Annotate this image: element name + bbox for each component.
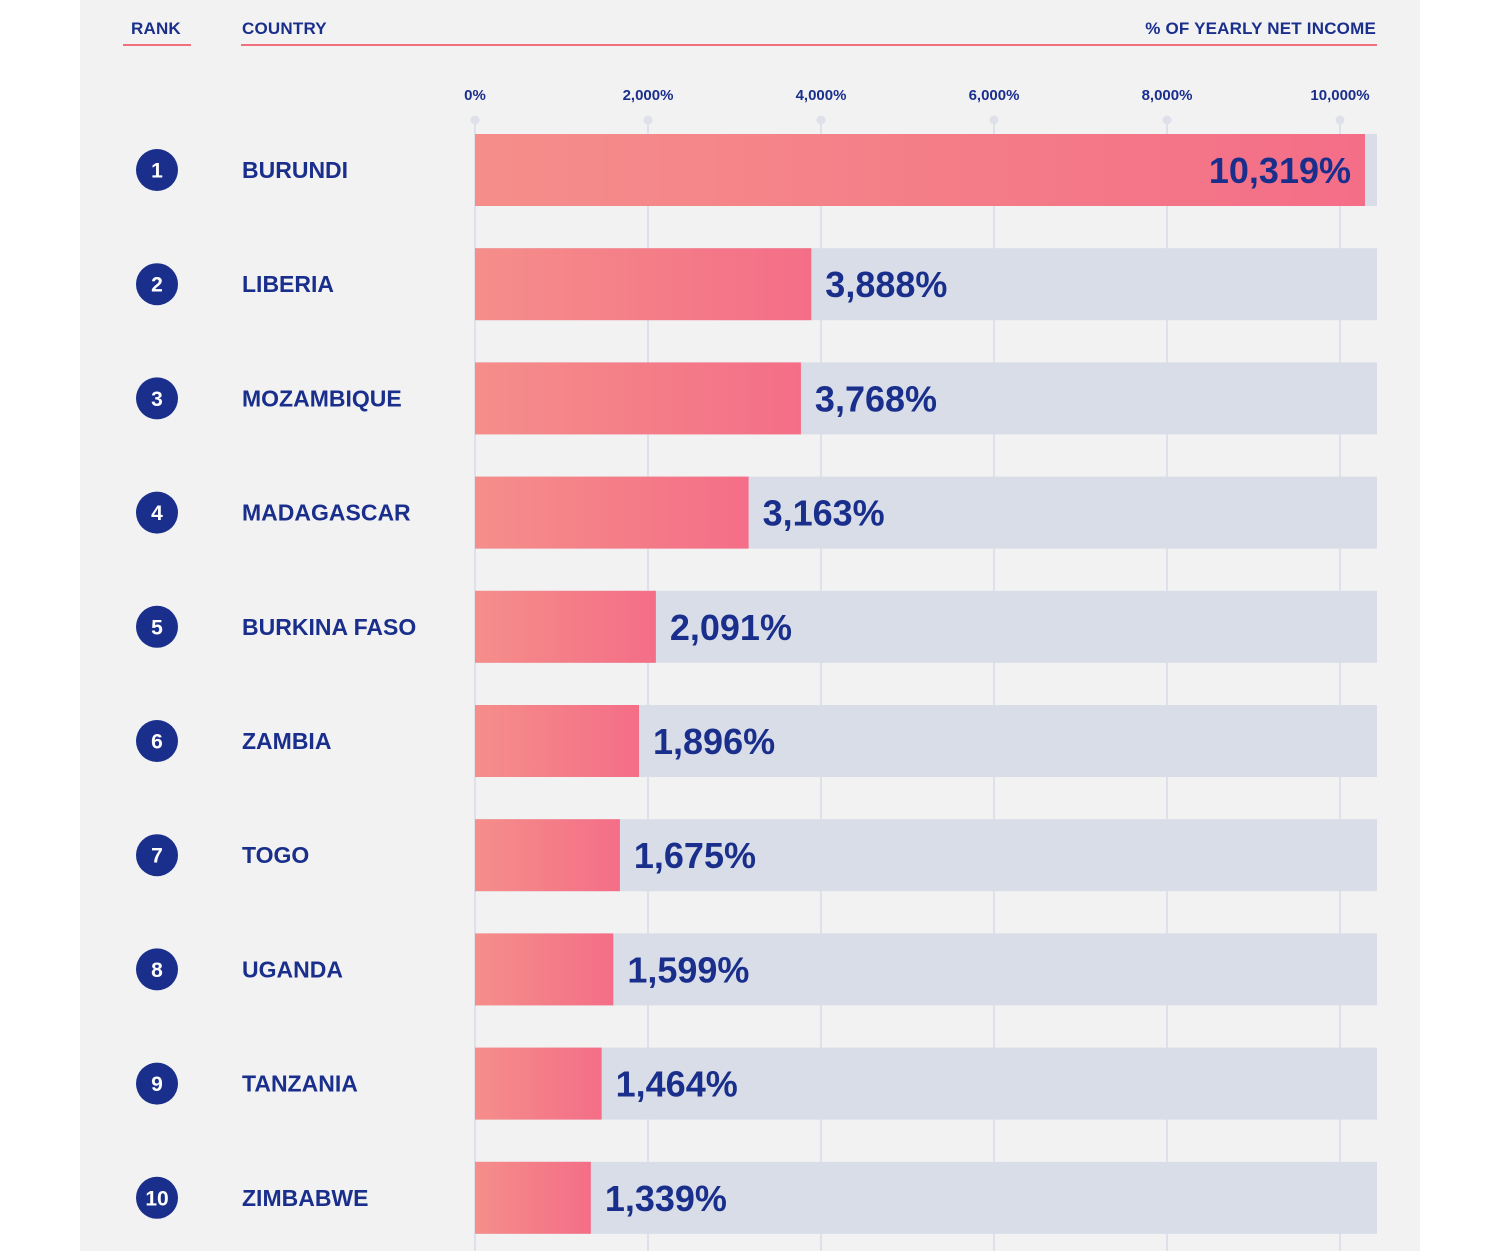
tick-dot [643, 115, 653, 125]
rank-number: 6 [151, 731, 163, 754]
tick-dot [1162, 115, 1172, 125]
bar [475, 705, 640, 777]
bar-track [475, 1047, 1377, 1120]
country-label: BURUNDI [242, 157, 348, 183]
x-tick-label: 8,000% [1142, 87, 1193, 104]
country-label: ZAMBIA [242, 728, 331, 754]
rank-badge [136, 263, 178, 306]
rank-number: 2 [151, 274, 163, 297]
x-tick-label: 2,000% [623, 87, 674, 104]
rank-number: 4 [151, 502, 163, 525]
rank-badge [136, 1176, 178, 1219]
country-label: MADAGASCAR [242, 500, 411, 526]
country-label: MOZAMBIQUE [242, 385, 402, 411]
bar [475, 819, 620, 892]
bar [475, 134, 1365, 206]
rank-number: 3 [151, 388, 163, 411]
value-label: 3,888% [825, 264, 947, 305]
value-label: 1,464% [616, 1064, 738, 1105]
rank-number: 7 [151, 845, 163, 868]
bar [475, 933, 614, 1006]
rank-number: 8 [151, 959, 163, 982]
country-label: ZIMBABWE [242, 1185, 368, 1211]
value-label: 1,675% [634, 835, 756, 876]
rank-badge [136, 149, 178, 191]
rank-badge [136, 834, 178, 877]
x-tick-label: 0% [464, 87, 486, 104]
bar [475, 1047, 602, 1120]
country-label: TANZANIA [242, 1071, 358, 1097]
x-tick-label: 6,000% [969, 87, 1020, 104]
value-label: 2,091% [670, 607, 792, 648]
rank-badge [136, 491, 178, 534]
rank-header: RANK [131, 19, 181, 38]
country-header-underline [241, 44, 1377, 46]
rank-badge [136, 720, 178, 762]
tick-dot [989, 115, 999, 125]
country-label: TOGO [242, 842, 309, 868]
country-label: LIBERIA [242, 271, 334, 297]
rank-number: 10 [145, 1187, 168, 1210]
rank-badge [136, 1062, 178, 1105]
value-label: 1,339% [605, 1178, 727, 1219]
x-tick-label: 4,000% [796, 87, 847, 104]
bar-track [475, 933, 1377, 1006]
metric-header: % OF YEARLY NET INCOME [1145, 19, 1376, 38]
bar-track [475, 1161, 1377, 1234]
bar [475, 476, 749, 549]
tick-dot [1335, 115, 1345, 125]
rank-number: 1 [151, 160, 163, 183]
rank-number: 5 [151, 616, 163, 639]
bar [475, 362, 801, 435]
bar [475, 248, 812, 321]
bar-track [475, 819, 1377, 892]
value-label: 3,163% [763, 493, 885, 534]
rank-number: 9 [151, 1073, 163, 1096]
bar [475, 590, 656, 663]
x-tick-label: 10,000% [1310, 87, 1369, 104]
country-label: UGANDA [242, 956, 343, 982]
value-label: 1,599% [627, 949, 749, 990]
value-label: 3,768% [815, 378, 937, 419]
value-label: 10,319% [1209, 150, 1351, 191]
value-label: 1,896% [653, 721, 775, 762]
rank-badge [136, 377, 178, 420]
rank-badge [136, 948, 178, 991]
country-label: BURKINA FASO [242, 614, 416, 640]
rank-badge [136, 605, 178, 648]
tick-dot [470, 115, 480, 125]
tick-dot [816, 115, 826, 125]
country-header: COUNTRY [242, 19, 327, 38]
rank-header-underline [123, 44, 191, 46]
bar [475, 1161, 591, 1234]
